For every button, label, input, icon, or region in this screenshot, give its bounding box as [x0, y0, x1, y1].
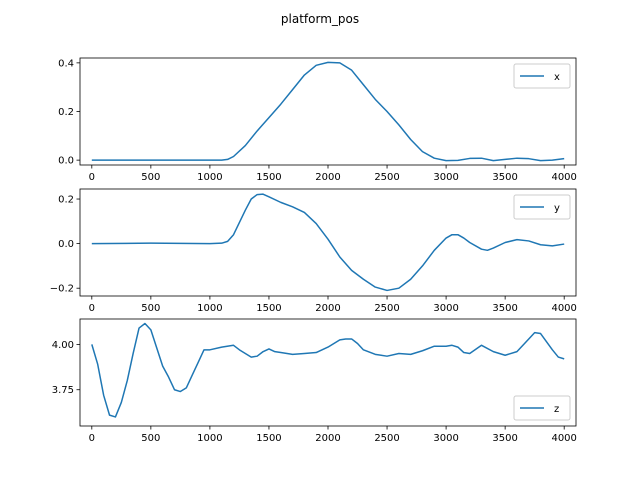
x-tick-label: 2000 [315, 303, 340, 314]
y-tick-label: 0.2 [58, 107, 74, 118]
y-tick-label: 4.00 [52, 340, 74, 351]
x-tick-label: 3000 [433, 303, 458, 314]
legend-label-x: x [554, 72, 560, 83]
legend: z [513, 395, 571, 421]
series-line-y [91, 193, 565, 292]
legend: y [513, 194, 571, 220]
x-tick-label: 500 [141, 433, 160, 444]
legend-label-y: y [554, 203, 560, 214]
series-line-x [91, 61, 565, 162]
x-tick-label: 0 [89, 303, 95, 314]
axes-frame [79, 57, 577, 166]
x-tick-label: 1500 [256, 303, 281, 314]
x-tick-label: 3000 [433, 172, 458, 183]
y-tick-label: 0.0 [58, 239, 74, 250]
figure-title: platform_pos [281, 12, 359, 26]
x-tick-label: 4000 [551, 303, 576, 314]
x-tick-label: 1500 [256, 172, 281, 183]
subplot-2: 0 500 1000 1500 2000 2500 3000 3500 4000 −0.2 0.0 0… [50, 188, 577, 314]
x-tick-label: 3000 [433, 433, 458, 444]
x-tick-label: 1500 [256, 433, 281, 444]
y-tick-label: 0.4 [58, 58, 74, 69]
x-tick-label: 4000 [551, 433, 576, 444]
x-tick-label: 3500 [492, 433, 517, 444]
y-tick-label: −0.2 [50, 284, 74, 295]
x-tick-label: 2500 [374, 303, 399, 314]
x-tick-label: 500 [141, 303, 160, 314]
x-tick-label: 1000 [197, 433, 222, 444]
y-tick-label: 0.2 [58, 195, 74, 206]
x-tick-label: 2000 [315, 172, 340, 183]
x-tick-label: 2000 [315, 433, 340, 444]
y-tick-label: 3.75 [52, 385, 74, 396]
subplot-1: 0 500 1000 1500 2000 2500 3000 3500 4000 0.0 0.2 0.… [58, 57, 577, 183]
x-tick-label: 1000 [197, 172, 222, 183]
x-tick-label: 1000 [197, 303, 222, 314]
legend: x [513, 63, 571, 89]
x-tick-label: 0 [89, 433, 95, 444]
x-tick-label: 0 [89, 172, 95, 183]
x-tick-label: 2500 [374, 433, 399, 444]
series-line-z [91, 322, 565, 418]
x-tick-label: 3500 [492, 172, 517, 183]
legend-label-z: z [554, 404, 559, 415]
axes-frame [79, 318, 577, 427]
x-tick-label: 500 [141, 172, 160, 183]
x-tick-label: 2500 [374, 172, 399, 183]
x-tick-label: 4000 [551, 172, 576, 183]
subplot-3: 0 500 1000 1500 2000 2500 3000 3500 4000 3.75 4.00… [52, 318, 577, 444]
x-tick-label: 3500 [492, 303, 517, 314]
y-tick-label: 0.0 [58, 156, 74, 167]
